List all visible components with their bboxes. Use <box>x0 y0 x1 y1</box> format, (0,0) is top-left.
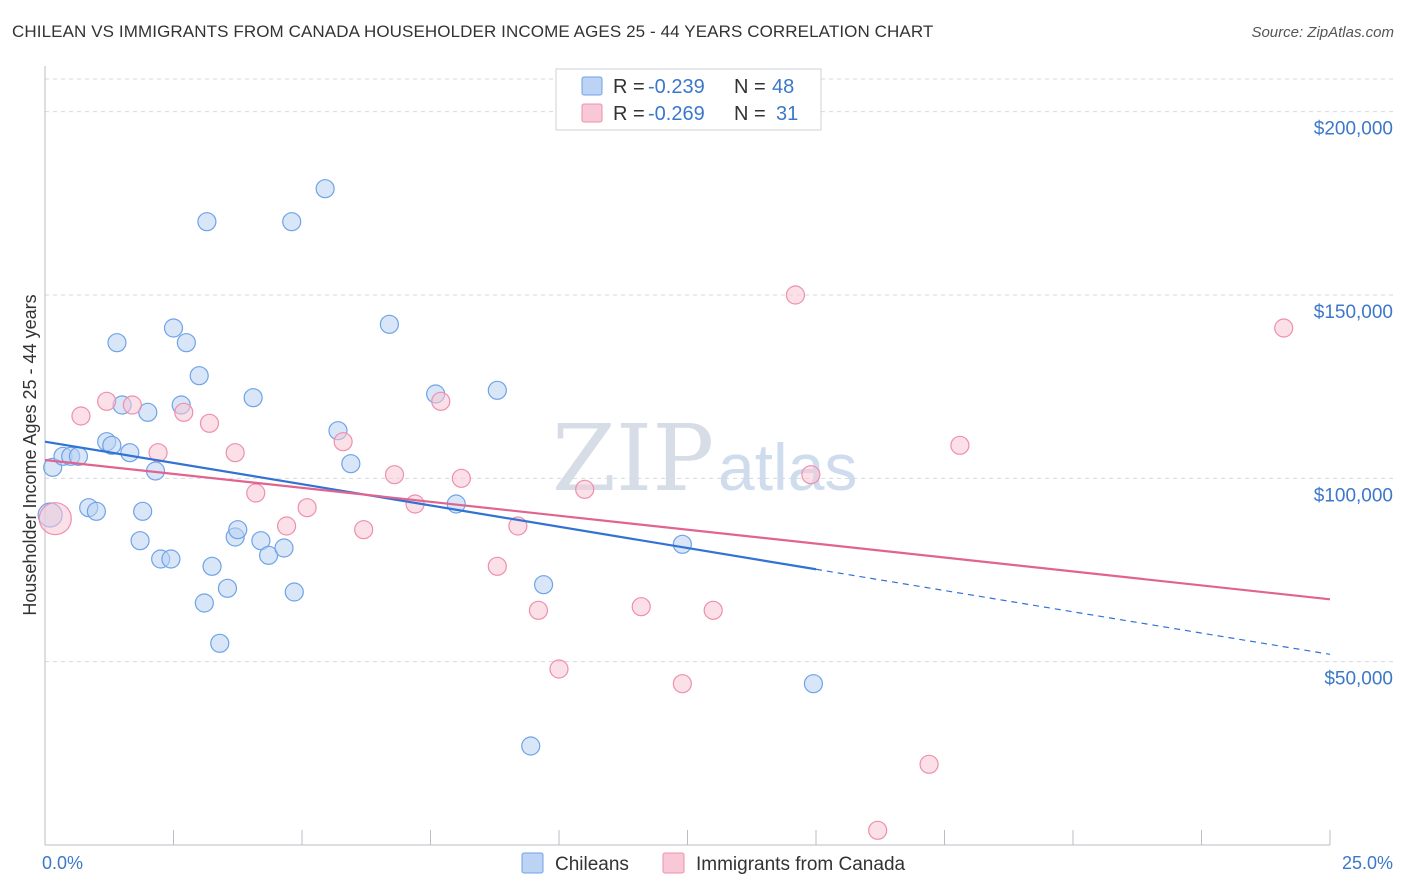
y-axis-label: Householder Income Ages 25 - 44 years <box>20 294 40 615</box>
point-canada <box>276 516 297 536</box>
y-tick-label: $100,000 <box>1314 485 1393 506</box>
point-canada <box>38 502 72 536</box>
legend-r-value: -0.269 <box>648 103 705 125</box>
point-canada <box>97 391 117 411</box>
x-tick-label: 0.0% <box>42 853 83 873</box>
point-canada <box>333 432 353 452</box>
point-chileans <box>274 538 294 558</box>
point-canada <box>199 413 220 433</box>
point-canada <box>575 479 595 499</box>
point-canada <box>703 600 723 620</box>
point-chileans <box>228 520 248 540</box>
point-chileans <box>102 435 122 455</box>
point-chileans <box>210 633 230 653</box>
point-canada <box>148 443 168 463</box>
legend-swatch-chileans <box>521 852 544 874</box>
trend-lines <box>44 440 1331 655</box>
point-chileans <box>138 402 158 422</box>
point-chileans <box>672 534 692 554</box>
legend-top: R = -0.239 N = 48 R = -0.269 N = 31 <box>555 68 822 131</box>
point-canada <box>174 402 194 422</box>
point-canada <box>801 465 821 485</box>
point-chileans <box>194 593 214 613</box>
point-canada <box>384 465 405 485</box>
point-canada <box>225 443 245 463</box>
point-chileans <box>120 443 140 463</box>
point-chileans <box>86 501 107 521</box>
legend-r-value: -0.239 <box>648 76 705 98</box>
tick-labels: $50,000 $100,000 $150,000 $200,000 0.0% 25.0% <box>42 119 1393 873</box>
point-chileans <box>189 366 209 386</box>
legend-n-value: 31 <box>776 103 798 125</box>
watermark: ZIP atlas <box>552 405 857 512</box>
point-chileans <box>133 501 153 521</box>
point-chileans <box>107 333 127 353</box>
point-chileans <box>282 212 302 232</box>
point-chileans <box>341 454 361 474</box>
point-chileans <box>217 578 238 598</box>
point-chileans <box>521 736 541 756</box>
point-canada <box>1274 318 1294 338</box>
point-canada <box>354 520 374 540</box>
legend-n-label: N = <box>734 76 766 98</box>
point-chileans <box>202 556 222 576</box>
legend-swatch-canada <box>662 852 685 874</box>
point-chileans <box>379 314 399 334</box>
point-chileans <box>176 333 196 353</box>
point-canada <box>868 820 888 840</box>
grid-lines <box>45 78 1395 663</box>
point-canada <box>672 674 692 694</box>
point-chileans <box>487 380 507 400</box>
legend-label-canada: Immigrants from Canada <box>696 854 906 875</box>
trend-line-canada <box>44 458 1331 601</box>
point-chileans <box>803 674 824 694</box>
legend-swatch-canada <box>581 103 603 123</box>
point-canada <box>919 754 939 774</box>
point-canada <box>246 483 266 503</box>
x-tick-label: 25.0% <box>1342 853 1393 873</box>
point-chileans <box>163 318 184 338</box>
point-canada <box>71 406 91 426</box>
y-tick-label: $150,000 <box>1314 302 1393 323</box>
point-chileans <box>315 179 335 199</box>
y-tick-label: $50,000 <box>1324 669 1393 690</box>
legend-r-label: R = <box>613 103 645 125</box>
point-canada <box>297 498 317 518</box>
legend-r-label: R = <box>613 76 645 98</box>
source-credit: Source: ZipAtlas.com <box>1251 24 1394 41</box>
data-points <box>37 179 1294 840</box>
point-canada <box>950 435 970 455</box>
legend-n-value: 48 <box>772 76 794 98</box>
point-chileans <box>243 388 263 408</box>
legend-n-label: N = <box>734 103 766 125</box>
point-chileans <box>130 531 150 551</box>
point-canada <box>785 285 806 305</box>
point-canada <box>451 468 471 488</box>
point-canada <box>549 659 569 679</box>
point-canada <box>631 597 651 617</box>
point-canada <box>122 395 142 415</box>
point-canada <box>431 391 451 411</box>
watermark-atlas: atlas <box>718 430 857 504</box>
legend-swatch-chileans <box>581 76 603 96</box>
point-canada <box>528 600 549 620</box>
legend-label-chileans: Chileans <box>555 854 629 875</box>
point-chileans <box>258 545 279 565</box>
point-chileans <box>161 549 181 569</box>
chart-title: CHILEAN VS IMMIGRANTS FROM CANADA HOUSEH… <box>12 22 934 41</box>
point-canada <box>487 556 507 576</box>
y-tick-label: $200,000 <box>1314 119 1393 140</box>
trend-line-chileans-extension <box>815 568 1331 655</box>
point-chileans <box>533 575 554 595</box>
trend-line-chileans <box>44 440 817 571</box>
point-chileans <box>197 212 217 232</box>
legend-bottom: Chileans Immigrants from Canada <box>521 852 906 875</box>
point-chileans <box>284 582 304 602</box>
watermark-zip: ZIP <box>552 405 714 512</box>
axes <box>44 66 1331 846</box>
